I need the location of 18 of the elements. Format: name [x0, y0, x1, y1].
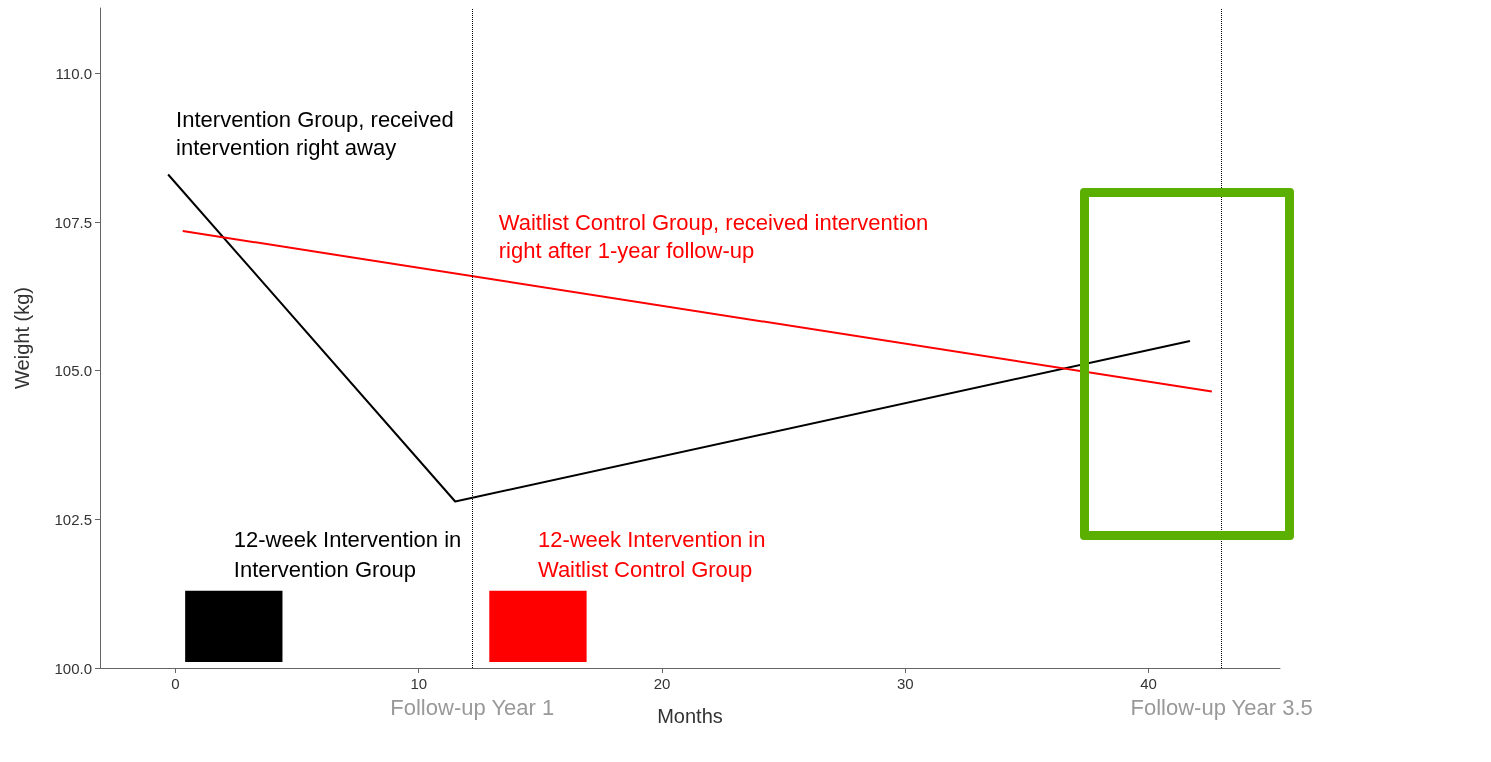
- x-tick-label: 30: [896, 675, 914, 692]
- x-tick-label: 10: [410, 675, 428, 692]
- series-label: Waitlist Control Group, received intervention right after 1-year follow-up: [498, 208, 930, 265]
- ref-line-label: Follow-up Year 3.5: [1130, 694, 1313, 720]
- y-tick-label: 107.5: [54, 213, 92, 231]
- ref-line-label: Follow-up Year 1: [390, 694, 555, 720]
- y-tick-label: 105.0: [54, 362, 92, 380]
- x-axis-title: Months: [657, 705, 723, 727]
- series-label: Intervention Group, received intervention right away: [176, 106, 455, 163]
- x-tick-label: 0: [171, 675, 180, 692]
- band-label: 12-week Intervention in Waitlist Control Group: [537, 527, 772, 583]
- x-tick-label: 20: [653, 675, 671, 692]
- x-tick-label: 40: [1140, 675, 1157, 692]
- band-label: 12-week Intervention in Intervention Group: [233, 527, 468, 583]
- y-tick-label: 100.0: [54, 659, 92, 677]
- y-tick-label: 110.0: [55, 64, 92, 82]
- y-axis-title: Weight (kg): [11, 287, 33, 389]
- y-tick-label: 102.5: [54, 510, 92, 528]
